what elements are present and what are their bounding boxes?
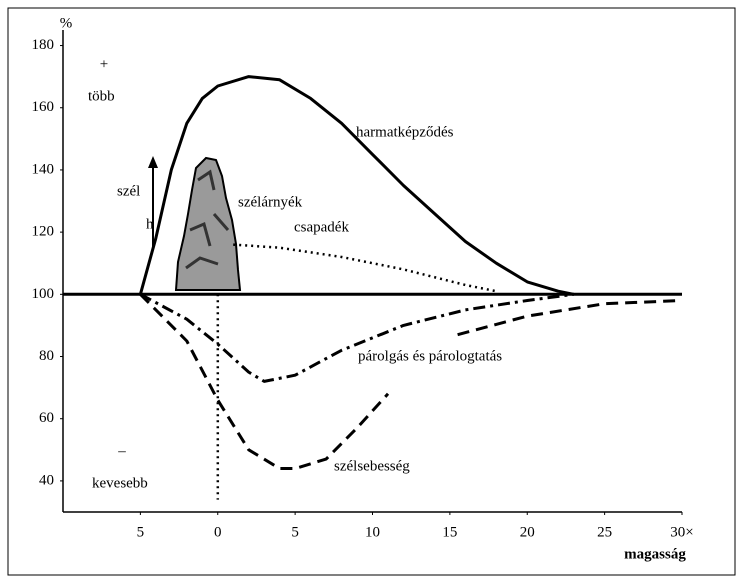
- y-tick-label: 140: [32, 161, 55, 177]
- x-tick-label: 15: [442, 524, 457, 540]
- annotation: kevesebb: [92, 475, 148, 491]
- series-line: [138, 75, 574, 296]
- series-line: [233, 243, 497, 293]
- series-label: szélsebesség: [334, 458, 410, 474]
- y-tick-label: 160: [32, 99, 55, 115]
- y-tick-label: 120: [32, 224, 55, 240]
- rock-texture: [185, 169, 230, 270]
- series-line: [139, 293, 683, 470]
- x-axis-label: magasság: [624, 546, 686, 562]
- x-tick-label: 5: [137, 524, 145, 540]
- series-line: [139, 292, 574, 383]
- annotation: +: [100, 56, 108, 72]
- series-label: csapadék: [294, 219, 349, 235]
- x-tick-label: 5: [291, 524, 299, 540]
- series-label: harmatképződés: [356, 124, 454, 140]
- y-tick-label: 60: [39, 410, 54, 426]
- y-axis-label: %: [60, 15, 73, 31]
- x-tick-label: 30×: [670, 524, 693, 540]
- annotation: h: [146, 216, 154, 232]
- y-tick-label: 180: [32, 37, 55, 53]
- x-tick-label: 25: [597, 524, 612, 540]
- series-label: párolgás és párologtatás: [358, 348, 502, 364]
- frame: [7, 7, 736, 576]
- rock: [174, 156, 242, 291]
- annotation: több: [88, 88, 115, 104]
- x-tick-label: 20: [520, 524, 535, 540]
- y-tick-label: 40: [39, 472, 54, 488]
- wind-arrow-head: [148, 156, 158, 168]
- annotation: –: [117, 443, 126, 459]
- annotation: szél: [117, 183, 140, 199]
- y-tick-label: 80: [39, 348, 54, 364]
- annotation: szélárnyék: [238, 194, 303, 210]
- x-tick-label: 10: [365, 524, 380, 540]
- x-tick-label: 0: [214, 524, 222, 540]
- y-tick-label: 100: [32, 286, 55, 302]
